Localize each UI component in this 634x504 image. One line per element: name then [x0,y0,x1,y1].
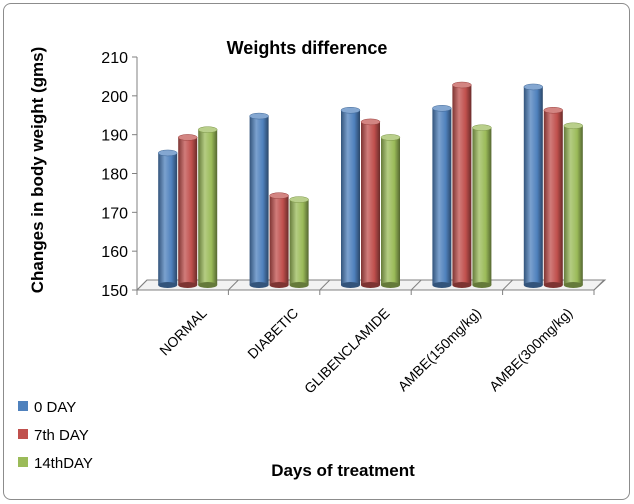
bar-top [452,81,472,89]
bar-body [198,129,218,285]
bar-base [249,282,269,288]
bar [543,107,564,288]
x-tick-label: NORMAL [156,305,210,359]
bar-body [289,199,309,285]
bar-base [381,282,400,288]
bar-body [158,152,178,285]
y-axis-title: Changes in body weight (gms) [28,47,47,294]
bar [157,149,178,288]
bar-base [432,282,452,288]
bar-base [523,282,543,288]
legend-item: 14thDAY [18,455,93,472]
bar [563,122,584,288]
bar-base [543,282,563,288]
bar [269,192,289,288]
bar-body [178,137,198,285]
x-tick-label: AMBE(150mg/kg) [395,305,484,394]
bar [289,196,309,288]
bar-body [269,195,289,285]
legend-label: 0 DAY [34,399,76,416]
chart-title: Weights difference [227,38,388,58]
x-tick-mark [410,279,422,291]
bar-body [341,110,360,285]
bar [472,124,492,288]
bar-base [178,282,198,288]
x-tick-label: GLIBENCLAMIDE [301,305,393,397]
legend-label: 14thDAY [34,455,93,472]
bar-body [432,108,452,285]
bar-body [543,110,563,285]
y-tick-label: 160 [101,244,128,261]
legend: 0 DAY 7th DAY 14thDAY [18,399,93,472]
bar-base [341,282,360,288]
bar-base [361,282,380,288]
x-tick-mark [593,279,605,291]
bar-base [289,282,309,288]
x-tick-mark [319,279,331,291]
x-axis-title: Days of treatment [271,461,415,480]
legend-swatch [18,429,28,439]
bar [523,83,544,288]
bar-body [563,125,583,286]
bar-top [543,107,564,114]
bar [452,81,472,288]
bar-top [563,122,584,130]
bar-top [177,134,198,141]
y-tick-label: 190 [101,128,128,145]
y-tick-label: 170 [101,205,128,222]
bar-body [472,127,492,285]
bar-top [360,118,381,126]
legend-label: 7th DAY [34,427,89,444]
y-tick-label: 200 [101,89,128,106]
legend-swatch [18,401,28,411]
bar-top [432,105,452,112]
bar-body [361,121,380,286]
bar [249,112,269,288]
x-tick-mark [228,279,239,291]
y-tick-label: 210 [101,50,128,67]
x-tick-label: AMBE(300mg/kg) [486,305,575,394]
bar [360,118,381,288]
bar [340,107,361,288]
bar-top [197,126,218,133]
legend-item: 7th DAY [18,427,89,444]
bar-top [289,196,309,203]
y-tick-label: 150 [101,283,128,300]
bar-top [472,124,492,131]
bar-top [157,149,178,157]
chart-bars [157,81,584,288]
bar-top [380,134,401,141]
legend-swatch [18,457,28,467]
bar-base [472,282,492,288]
bar-top [269,192,289,199]
x-tick-label: DIABETIC [244,305,301,362]
bar-base [158,282,178,288]
bar-body [381,137,400,285]
bar-base [452,282,472,288]
bar-body [249,116,269,285]
y-tick-label: 180 [101,167,128,184]
bar-body [523,86,543,285]
bar [380,134,401,288]
x-tick-mark [502,279,513,291]
bar [197,126,218,288]
bar-top [340,107,361,114]
bar [177,134,198,288]
bar-top [249,112,269,120]
legend-item: 0 DAY [18,399,76,416]
bar-base [269,282,289,288]
bar [432,105,452,288]
bar-top [523,83,544,91]
x-tick-mark [136,279,148,291]
bar-body [452,85,472,285]
bar-base [563,282,583,288]
bar-base [198,282,218,288]
